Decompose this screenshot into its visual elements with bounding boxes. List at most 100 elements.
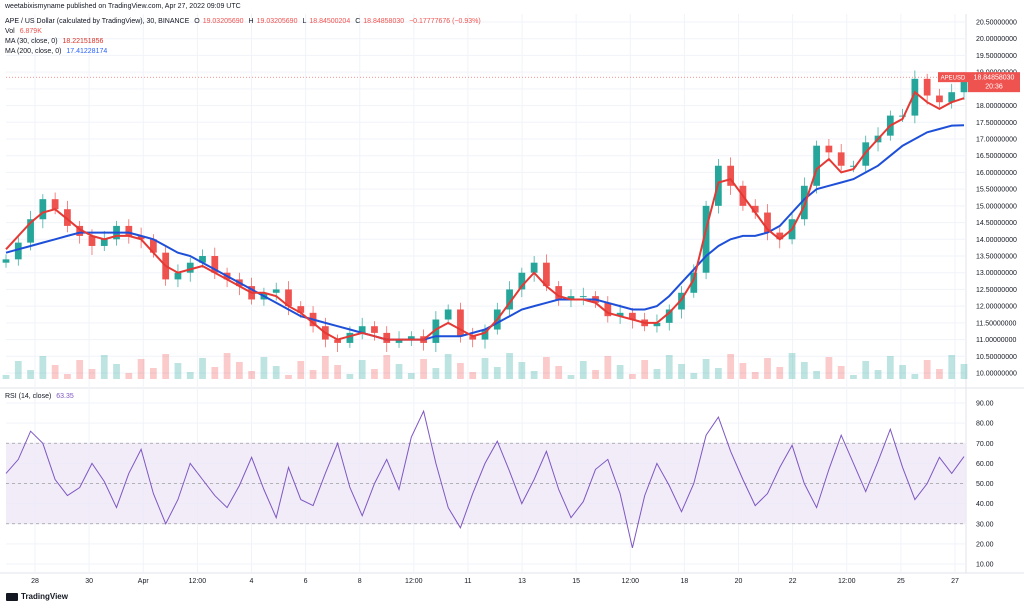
volume-bar: [39, 356, 47, 379]
time-tick-label: 27: [951, 578, 959, 585]
volume-bar: [948, 355, 956, 379]
series-lines: [5, 90, 965, 549]
volume-bar: [911, 374, 919, 379]
candle-body: [923, 78, 931, 96]
candle-body: [457, 309, 464, 337]
volume-bar: [371, 369, 378, 379]
time-tick-label: 4: [250, 578, 254, 585]
volume-bar: [641, 360, 649, 379]
rsi-tick-label: 40.00: [976, 501, 994, 508]
volume-bar: [27, 370, 34, 379]
candle-body: [518, 272, 526, 290]
volume-bar: [960, 364, 968, 379]
ma200-legend[interactable]: MA (200, close, 0) 17.41228174: [5, 47, 110, 56]
candle-body: [334, 339, 341, 343]
volume-bar: [334, 365, 341, 379]
rsi-tick-label: 70.00: [976, 441, 994, 448]
volume-bar: [162, 354, 170, 379]
price-tick-label: 14.00000000: [976, 237, 1017, 244]
volume-legend[interactable]: Vol 6.879K: [5, 27, 45, 36]
time-tick-label: 12:00: [189, 578, 207, 585]
volume-bar: [64, 374, 71, 379]
volume-bar: [530, 371, 538, 379]
price-tick-label: 10.50000000: [976, 354, 1017, 361]
candle-body: [678, 292, 685, 310]
price-tick-label: 10.00000000: [976, 371, 1017, 378]
time-tick-label: 13: [518, 578, 526, 585]
time-tick-label: Apr: [138, 578, 150, 585]
volume-bar: [579, 361, 587, 379]
time-tick-label: 20: [735, 578, 743, 585]
candle-body: [88, 235, 96, 246]
volume-bar: [420, 359, 427, 379]
candle-body: [850, 165, 857, 167]
volume-bar: [936, 369, 943, 379]
ma30-legend[interactable]: MA (30, close, 0) 18.22151856: [5, 37, 106, 46]
candle-body: [186, 262, 194, 273]
volume-bar: [407, 373, 415, 379]
volume-bar: [297, 361, 305, 379]
volume-bar: [592, 370, 599, 379]
candle-body: [272, 289, 280, 293]
rsi-legend[interactable]: RSI (14, close) 63.35: [5, 392, 77, 401]
tradingview-logo[interactable]: TradingView: [6, 592, 68, 601]
candle-body: [395, 339, 403, 343]
candle-body: [604, 302, 612, 317]
price-tick-label: 16.00000000: [976, 170, 1017, 177]
volume-bar: [481, 358, 489, 379]
candle-body: [629, 312, 636, 320]
candle-body: [39, 199, 47, 220]
volume-bar: [395, 364, 403, 379]
volume-bar: [567, 375, 575, 379]
time-tick-label: 22: [789, 578, 797, 585]
tradingview-logo-icon: [6, 592, 18, 601]
volume-bar: [76, 360, 84, 379]
candle-body: [481, 329, 489, 340]
price-tick-label: 20.00000000: [976, 36, 1017, 43]
candle-body: [825, 145, 833, 153]
volume-bar: [714, 368, 722, 379]
volume-bar: [88, 369, 96, 379]
candle-body: [555, 286, 563, 300]
volume-bar: [776, 367, 784, 379]
volume-bar: [150, 368, 157, 379]
rsi-tick-label: 10.00: [976, 562, 994, 569]
volume-bar: [665, 355, 673, 379]
time-tick-label: 12:00: [405, 578, 423, 585]
volume-bar: [764, 358, 771, 379]
time-tick-label: 6: [304, 578, 308, 585]
candle-body: [199, 256, 206, 263]
candle-body: [506, 289, 513, 310]
volume-bar: [800, 362, 808, 379]
volume-bar: [260, 357, 268, 379]
price-tick-label: 13.50000000: [976, 254, 1017, 261]
price-tag-countdown: 20:36: [985, 84, 1003, 91]
candle-body: [776, 232, 784, 240]
candle-body: [530, 262, 538, 273]
symbol-title[interactable]: APE / US Dollar (calculated by TradingVi…: [5, 18, 190, 25]
candle-body: [543, 262, 550, 287]
candle-body: [469, 336, 477, 340]
volume-bar: [493, 367, 501, 379]
volume-bar: [235, 362, 243, 379]
volume-bar: [432, 368, 440, 379]
rsi-tick-label: 20.00: [976, 541, 994, 548]
open-value: 19.03205690: [202, 18, 244, 25]
volume-bar: [543, 357, 550, 379]
price-tick-label: 14.50000000: [976, 220, 1017, 227]
volume-bar: [604, 356, 612, 379]
price-tick-label: 11.00000000: [976, 337, 1016, 344]
time-tick-label: 25: [897, 578, 905, 585]
candle-body: [702, 205, 710, 273]
candle-body: [579, 296, 587, 298]
volume-bar: [739, 363, 747, 379]
volume-bar: [469, 372, 477, 379]
volume-bars: [2, 353, 968, 379]
volume-bar: [629, 374, 636, 379]
candle-body: [690, 272, 698, 293]
rsi-band: [6, 442, 966, 525]
volume-bar: [678, 364, 685, 379]
volume-bar: [358, 360, 366, 379]
ma200-value: 17.41228174: [66, 48, 108, 55]
symbol-line[interactable]: APE / US Dollar (calculated by TradingVi…: [5, 17, 484, 26]
